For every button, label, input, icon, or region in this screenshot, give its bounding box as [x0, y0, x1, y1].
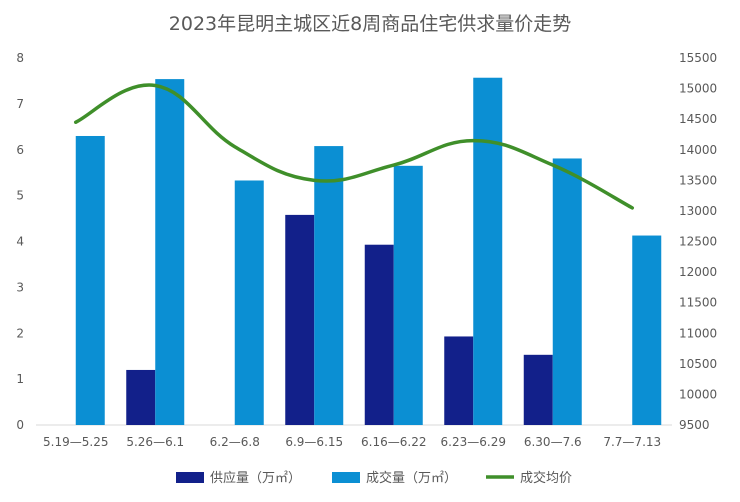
y-right-tick-label: 15500	[679, 51, 717, 65]
transaction-bar	[632, 235, 662, 425]
legend-label: 成交均价	[520, 470, 572, 486]
transaction-bar	[75, 135, 105, 426]
supply-bar	[126, 369, 156, 425]
y-right-tick-label: 13500	[679, 173, 717, 187]
y-left-tick-label: 6	[16, 143, 24, 157]
y-right-tick-label: 11000	[679, 326, 717, 340]
legend-price: 成交均价	[486, 470, 572, 486]
legend-transaction: 成交量（万㎡）	[332, 470, 457, 486]
y-left-tick-label: 8	[16, 51, 24, 65]
x-tick-label: 6.30—7.6	[524, 435, 582, 449]
y-right-tick-label: 13000	[679, 204, 717, 218]
y-left-tick-label: 0	[16, 418, 24, 432]
y-right-tick-label: 15000	[679, 82, 717, 96]
legend-swatch	[332, 472, 360, 483]
x-tick-label: 7.7—7.13	[603, 435, 661, 449]
y-right-tick-label: 10000	[679, 387, 717, 401]
x-tick-label: 6.2—6.8	[210, 435, 260, 449]
bars	[75, 77, 662, 426]
y-right-tick-label: 9500	[679, 418, 710, 432]
price-line-path	[74, 83, 634, 210]
y-right-tick-label: 11500	[679, 296, 717, 310]
x-tick-label: 5.26—6.1	[126, 435, 184, 449]
supply-bar	[444, 336, 474, 425]
x-tick-labels: 5.19—5.25 5.26—6.1 6.2—6.8 6.9—6.15 6.16—6.2…	[43, 435, 661, 449]
transaction-bar	[234, 180, 264, 425]
transaction-bar	[393, 165, 423, 425]
transaction-bar	[314, 146, 344, 425]
legend-swatch	[176, 472, 204, 483]
x-tick-label: 5.19—5.25	[43, 435, 108, 449]
y-left-tick-label: 4	[16, 235, 24, 249]
chart-title: 2023年昆明主城区近8周商品住宅供求量价走势	[169, 13, 571, 35]
y-right-tick-label: 14000	[679, 143, 717, 157]
legend-supply: 供应量（万㎡）	[176, 470, 301, 486]
y-left-tick-label: 5	[16, 189, 24, 203]
price-line	[74, 83, 634, 210]
y-left-tick-label: 1	[16, 372, 24, 386]
y-left-tick-label: 3	[16, 280, 24, 294]
legend-label: 供应量（万㎡）	[210, 470, 301, 486]
legend: 供应量（万㎡） 成交量（万㎡） 成交均价	[176, 470, 572, 486]
x-tick-label: 6.16—6.22	[361, 435, 426, 449]
y-right-tick-label: 14500	[679, 112, 717, 126]
y-right-tick-label: 12500	[679, 235, 717, 249]
supply-bar	[364, 244, 394, 425]
x-tick-label: 6.9—6.15	[285, 435, 343, 449]
y-left-tick-label: 2	[16, 326, 24, 340]
x-tick-label: 6.23—6.29	[441, 435, 506, 449]
y-right-tick-label: 12000	[679, 265, 717, 279]
y-left-tick-label: 7	[16, 97, 24, 111]
y-right-tick-label: 10500	[679, 357, 717, 371]
transaction-bar	[155, 79, 185, 425]
legend-label: 成交量（万㎡）	[366, 470, 457, 486]
transaction-bar	[473, 77, 503, 425]
supply-bar	[523, 354, 553, 425]
axes: 0 1 2 3 4 5 6 7 8 9500 10000 10500 11000 11500 12000 12…	[16, 51, 717, 432]
supply-bar	[285, 214, 315, 425]
transaction-bar	[552, 158, 582, 425]
